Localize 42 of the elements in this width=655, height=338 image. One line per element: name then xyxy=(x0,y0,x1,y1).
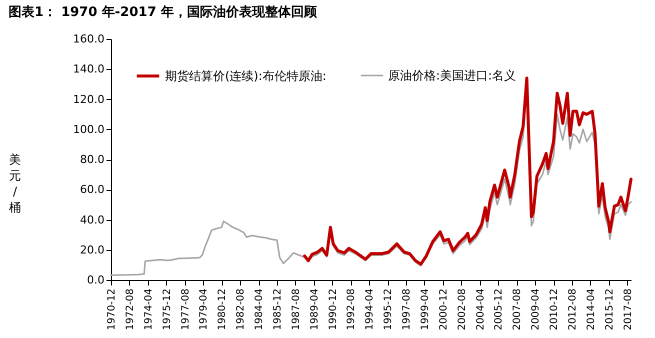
x-tick-label: 2017-08 xyxy=(622,288,634,330)
x-tick-label: 2009-04 xyxy=(530,288,542,330)
x-tick-label: 1999-04 xyxy=(420,288,431,330)
y-tick-label: 160.0 xyxy=(73,32,104,46)
legend-label: 原油价格:美国进口:名义 xyxy=(388,68,516,82)
y-tick-label: 0.0 xyxy=(87,274,104,286)
x-tick-label: 1987-08 xyxy=(290,288,302,330)
x-tick-label: 1984-04 xyxy=(254,288,266,330)
y-tick-label: 60.0 xyxy=(80,183,104,196)
y-tick-label: 40.0 xyxy=(80,213,104,226)
legend-label: 期货结算价(连续):布伦特原油: xyxy=(165,69,326,83)
y-tick-label: 120.0 xyxy=(73,92,104,106)
x-tick-label: 1974-04 xyxy=(143,288,154,330)
x-tick-label: 1977-08 xyxy=(180,288,192,330)
x-tick-label: 2005-12 xyxy=(494,288,505,330)
x-tick-label: 2007-08 xyxy=(512,288,524,330)
x-tick-label: 1994-04 xyxy=(364,288,376,330)
x-tick-label: 1979-04 xyxy=(198,288,210,330)
y-axis-title: 美元/桶 xyxy=(9,152,22,214)
x-tick-label: 1990-12 xyxy=(328,288,339,330)
x-tick-label: 1970-12 xyxy=(106,288,118,330)
x-tick-label: 1982-08 xyxy=(236,288,247,330)
x-tick-label: 2002-08 xyxy=(456,288,468,330)
x-tick-label: 1997-08 xyxy=(402,288,413,330)
x-tick-label: 1992-08 xyxy=(346,288,358,330)
x-tick-label: 2000-12 xyxy=(438,288,450,330)
x-tick-label: 1975-12 xyxy=(162,288,173,330)
x-tick-label: 1980-12 xyxy=(217,288,228,330)
x-tick-label: 2012-08 xyxy=(567,288,578,330)
x-tick-label: 1985-12 xyxy=(272,288,284,330)
y-tick-label: 140.0 xyxy=(73,62,104,76)
y-tick-label: 80.0 xyxy=(80,153,104,166)
x-tick-label: 2015-12 xyxy=(604,288,616,330)
x-tick-label: 1989-04 xyxy=(309,288,320,330)
y-tick-label: 20.0 xyxy=(80,243,104,256)
x-tick-label: 1972-08 xyxy=(124,288,136,330)
x-tick-label: 2014-04 xyxy=(586,288,597,330)
chart-title: 图表1： 1970 年-2017 年，国际油价表现整体回顾 xyxy=(8,5,318,20)
x-tick-label: 2010-12 xyxy=(549,288,560,330)
y-tick-label: 100.0 xyxy=(73,122,104,136)
x-tick-label: 2004-04 xyxy=(475,288,486,330)
x-tick-label: 1995-12 xyxy=(383,288,394,330)
